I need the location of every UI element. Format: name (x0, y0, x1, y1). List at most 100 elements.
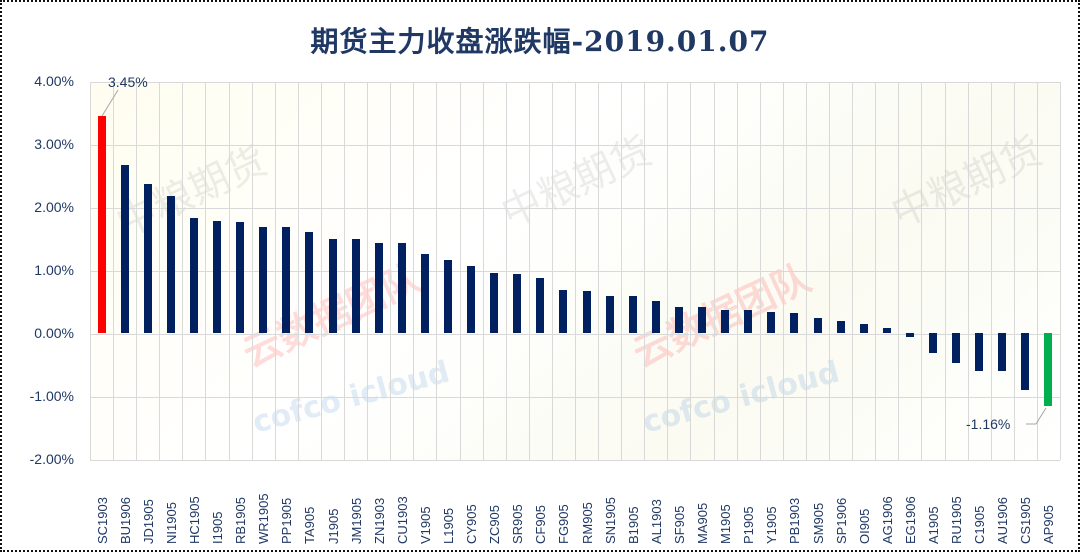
bar-pp1905 (282, 227, 291, 333)
v-gridline (736, 82, 738, 460)
v-gridline (367, 82, 369, 460)
bar-ru1905 (952, 333, 961, 364)
bar-y1905 (767, 312, 776, 333)
v-gridline (551, 82, 553, 460)
v-gridline (1036, 82, 1038, 460)
x-tick-label: ZN1903 (371, 497, 387, 544)
x-tick-label: C1905 (972, 505, 988, 544)
bar-zc905 (490, 272, 499, 333)
v-gridline (667, 82, 669, 460)
x-tick-label: CS1905 (1018, 497, 1034, 544)
x-tick-label: BU1906 (117, 497, 133, 544)
bar-ag1906 (882, 327, 891, 333)
bar-cu1903 (397, 242, 406, 333)
x-tick-label: SR905 (510, 504, 526, 544)
v-gridline (644, 82, 646, 460)
bar-ta905 (305, 232, 314, 333)
v-gridline (251, 82, 253, 460)
v-gridline (967, 82, 969, 460)
x-tick-label: SF905 (671, 505, 687, 544)
y-tick-label: -2.00% (29, 451, 74, 467)
v-gridline (990, 82, 992, 460)
v-gridline (1060, 82, 1061, 460)
x-tick-label: PB1903 (787, 497, 803, 544)
leader-line-max (101, 89, 119, 117)
x-tick-label: SM905 (810, 502, 826, 544)
v-gridline (320, 82, 322, 460)
x-tick-label: RB1905 (233, 497, 249, 544)
v-gridline (829, 82, 831, 460)
bar-sm905 (813, 317, 822, 333)
y-tick-label: -1.00% (29, 388, 74, 404)
x-tick-label: CF905 (533, 504, 549, 544)
bar-ni1905 (166, 196, 175, 333)
x-tick-label: Y1905 (764, 506, 780, 544)
bar-rb1905 (236, 222, 245, 333)
y-tick-label: 4.00% (34, 73, 74, 89)
bar-v1905 (420, 253, 429, 333)
bar-c1905 (975, 333, 984, 371)
x-tick-label: J1905 (325, 508, 341, 544)
bar-a1905 (928, 333, 937, 353)
v-gridline (113, 82, 115, 460)
y-tick-label: 0.00% (34, 325, 74, 341)
bar-pb1903 (790, 313, 799, 333)
bar-j1905 (328, 238, 337, 333)
bar-p1905 (744, 310, 753, 333)
bar-zn1903 (374, 242, 383, 333)
x-tick-label: RM905 (579, 502, 595, 544)
data-label-min: -1.16% (966, 416, 1011, 432)
bar-rm905 (582, 291, 591, 333)
y-tick-label: 2.00% (34, 199, 74, 215)
v-gridline (921, 82, 923, 460)
leader-line-min (1026, 407, 1047, 425)
x-tick-label: A1905 (925, 506, 941, 544)
v-gridline (621, 82, 623, 460)
v-gridline (205, 82, 207, 460)
x-tick-label: OI905 (856, 508, 872, 544)
x-tick-label: I1905 (210, 511, 226, 544)
x-tick-label: HC1905 (186, 496, 202, 544)
x-tick-label: AU1906 (995, 497, 1011, 544)
v-gridline (90, 82, 91, 460)
x-tick-label: CY905 (464, 504, 480, 544)
bar-jd1905 (143, 184, 152, 333)
x-tick-label: P1905 (741, 506, 757, 544)
v-gridline (805, 82, 807, 460)
x-tick-label: V1905 (417, 506, 433, 544)
v-gridline (136, 82, 138, 460)
v-gridline (436, 82, 438, 460)
y-tick-label: 3.00% (34, 136, 74, 152)
v-gridline (482, 82, 484, 460)
x-tick-label: AL1903 (648, 499, 664, 544)
v-gridline (297, 82, 299, 460)
bar-sc1903 (97, 115, 106, 333)
x-tick-label: TA905 (302, 506, 318, 544)
x-tick-label: MA905 (695, 502, 711, 544)
bar-cf905 (536, 277, 545, 333)
v-gridline (528, 82, 530, 460)
bar-cy905 (467, 265, 476, 333)
x-tick-label: SN1905 (602, 497, 618, 544)
y-tick-label: 1.00% (34, 262, 74, 278)
bar-jm1905 (351, 238, 360, 333)
x-tick-label: M1905 (718, 504, 734, 544)
v-gridline (159, 82, 161, 460)
bar-eg1906 (905, 333, 914, 338)
x-tick-label: WR1905 (256, 493, 272, 544)
v-gridline (782, 82, 784, 460)
bar-sp1906 (836, 321, 845, 333)
v-gridline (505, 82, 507, 460)
v-gridline (898, 82, 900, 460)
bar-sf905 (674, 306, 683, 333)
x-tick-label: CU1903 (394, 496, 410, 544)
x-tick-label: SC1903 (94, 497, 110, 544)
x-tick-label: AP905 (1041, 504, 1057, 544)
bar-bu1906 (120, 165, 129, 333)
v-gridline (690, 82, 692, 460)
bar-i1905 (213, 221, 222, 333)
x-tick-label: JM1905 (348, 497, 364, 544)
bar-cs1905 (1021, 333, 1030, 390)
bar-au1906 (998, 333, 1007, 371)
x-tick-label: PP1905 (279, 497, 295, 544)
